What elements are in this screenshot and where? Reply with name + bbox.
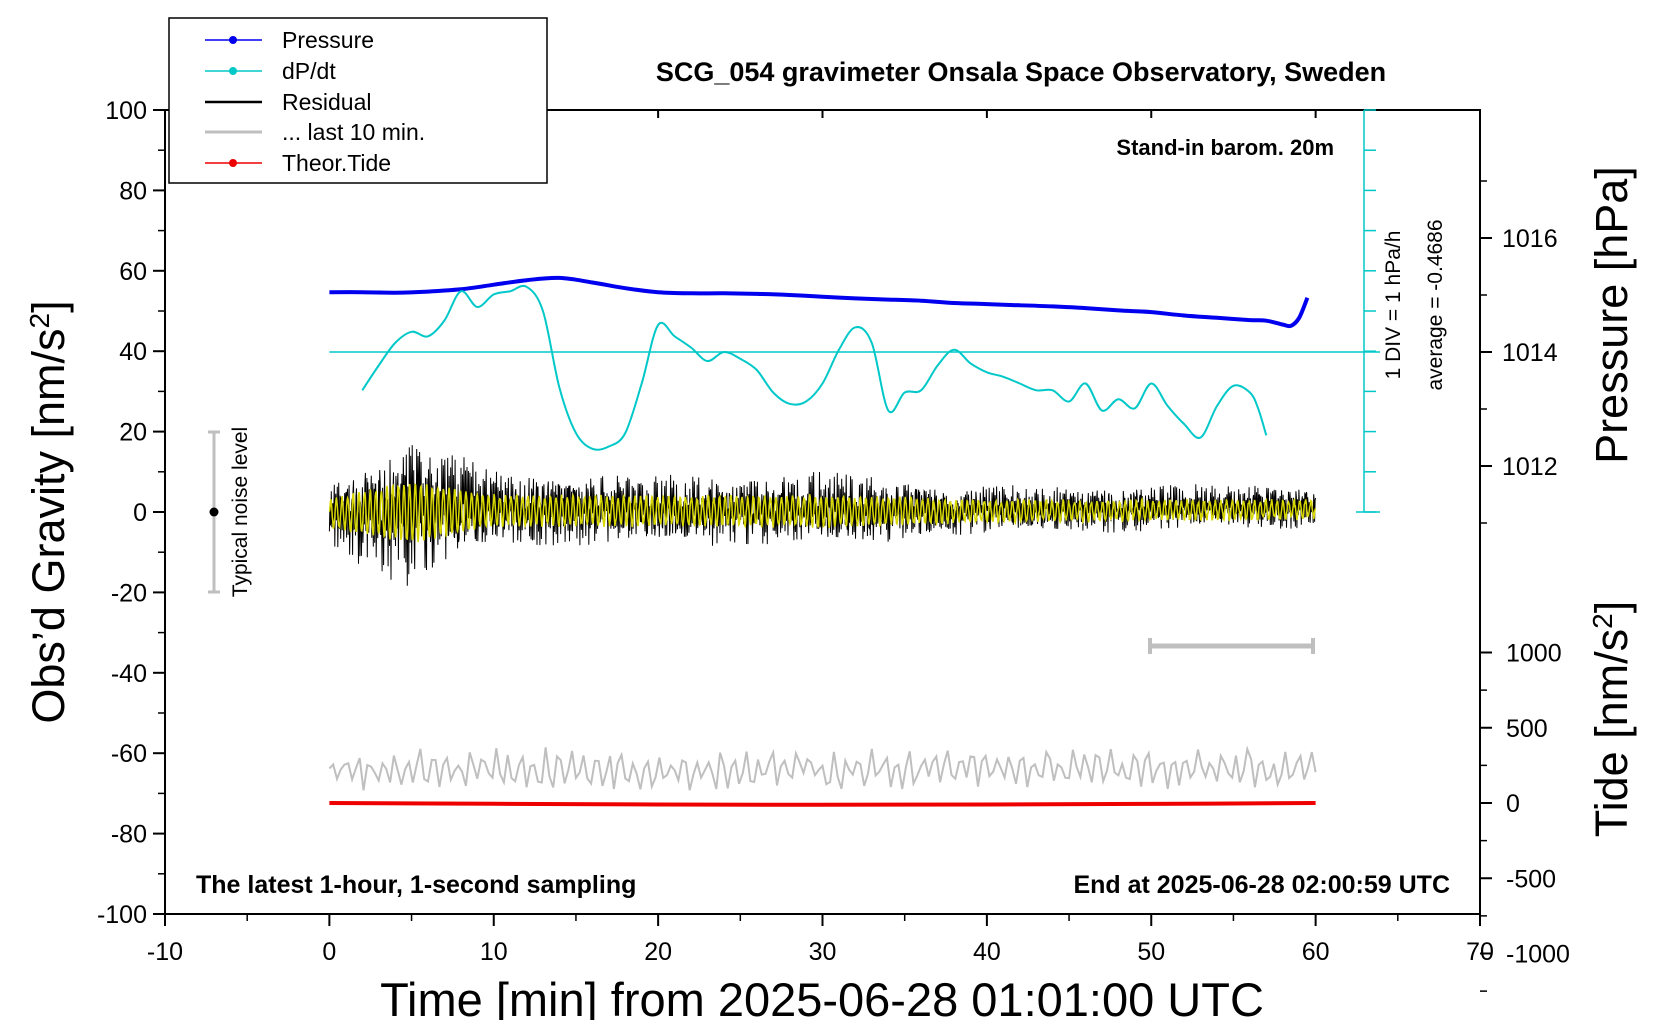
x-tick-label: 40 (973, 938, 1001, 966)
legend-item-last-10-min: ... last 10 min. (205, 119, 425, 145)
pressure-tick-label: 1014 (1502, 339, 1558, 367)
y-axis-label-left-end: ] (23, 300, 74, 313)
legend-marker-pressure (229, 36, 237, 44)
annotation-stand-in: Stand-in barom. 20m (1116, 135, 1334, 160)
tide-tick-label: -1000 (1506, 941, 1570, 969)
y-tick-label: -60 (111, 740, 147, 768)
x-tick-label: 30 (809, 938, 837, 966)
annotation-div: 1 DIV = 1 hPa/h (1382, 231, 1405, 380)
noise-level-bar (208, 430, 220, 594)
x-tick-label: 50 (1137, 938, 1165, 966)
y-axis-label-tide-sup: 2 (1587, 613, 1618, 629)
pressure-tick-label: 1012 (1502, 453, 1558, 481)
legend-item-dpdt: dP/dt (205, 58, 336, 84)
last-10-min-range-bar (1148, 638, 1315, 654)
legend-label-pressure: Pressure (282, 27, 374, 53)
y-tick-label: 100 (105, 97, 147, 125)
annotation-end: End at 2025-06-28 02:00:59 UTC (1073, 871, 1450, 899)
y-axis-label-tide-main: Tide [nm/s (1586, 629, 1637, 837)
legend-box (168, 17, 548, 184)
y-tick-label: 40 (119, 338, 147, 366)
y-axis-label-left-main: Obs’d Gravity [nm/s (23, 329, 74, 724)
annotation-noise: Typical noise level (229, 427, 252, 597)
x-tick-label: 10 (480, 938, 508, 966)
noise-bar-center-dot (209, 507, 219, 517)
x-axis-label: Time [min] from 2025-06-28 01:01:00 UTC (380, 973, 1264, 1020)
y-axis-label-pressure: Pressure [hPa] (1586, 166, 1637, 464)
tide-tick-label: 500 (1506, 715, 1548, 743)
legend-item-tide: Theor.Tide (205, 150, 391, 176)
residual-filtered-line (328, 482, 1317, 543)
last-10-min-line (328, 745, 1317, 791)
y-tick-label: 80 (119, 177, 147, 205)
legend-label-dpdt: dP/dt (282, 58, 336, 84)
legend-item-residual: Residual (205, 89, 372, 115)
y-axis-label-left-sup: 2 (24, 313, 55, 329)
x-tick-label: 70 (1466, 938, 1494, 966)
theoretical-tide-line (329, 801, 1316, 807)
tide-tick-label: -500 (1506, 865, 1556, 893)
annotation-latest: The latest 1-hour, 1-second sampling (196, 871, 636, 899)
y-axis-label-left: Obs’d Gravity [nm/s2] (23, 300, 74, 723)
legend-label-tide: Theor.Tide (282, 150, 391, 176)
legend-marker-dpdt (229, 67, 237, 75)
y-tick-label: -20 (111, 579, 147, 607)
pressure-tick-label: 1016 (1502, 225, 1558, 253)
legend-label-residual: Residual (282, 89, 372, 115)
legend-item-pressure: Pressure (205, 27, 374, 53)
legend-marker-tide (229, 159, 237, 167)
dpdt-line (361, 284, 1268, 451)
x-tick-label: 60 (1302, 938, 1330, 966)
tide-tick-label: -1500 (1506, 1016, 1570, 1020)
tick-labels: -10 0 10 20 30 40 50 60 70100806040200-20-40-60-… (97, 97, 1570, 1020)
x-tick-label: -10 (147, 938, 183, 966)
x-tick-label: 20 (644, 938, 672, 966)
series-layer (328, 275, 1317, 807)
y-tick-label: -100 (97, 901, 147, 929)
y-axis-label-tide-end: ] (1586, 601, 1637, 614)
y-tick-label: -80 (111, 821, 147, 849)
tide-tick-label: 1000 (1506, 640, 1562, 668)
y-tick-label: 0 (133, 499, 147, 527)
y-tick-label: 60 (119, 258, 147, 286)
chart-title: SCG_054 gravimeter Onsala Space Observat… (656, 57, 1386, 87)
y-axis-label-tide: Tide [nm/s2] (1586, 601, 1637, 837)
legend-label-last-10-min: ... last 10 min. (282, 119, 425, 145)
pressure-line (329, 275, 1310, 329)
x-tick-label: 0 (322, 938, 336, 966)
annotation-average: average = -0.4686 (1424, 219, 1447, 390)
dpdt-scale-axis (329, 109, 1380, 513)
tide-tick-label: 0 (1506, 790, 1520, 818)
legend: Pressure dP/dt Residual ... last 10 min.… (168, 17, 548, 184)
y-tick-label: 20 (119, 419, 147, 447)
y-tick-label: -40 (111, 660, 147, 688)
